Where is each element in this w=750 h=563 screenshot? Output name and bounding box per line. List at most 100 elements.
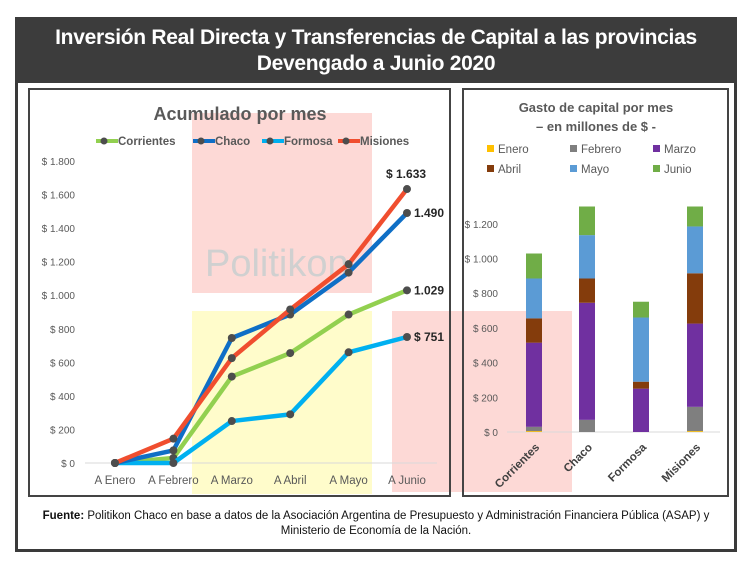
y-tick-label: $ 600: [50, 358, 75, 369]
title-line-2: Devengado a Junio 2020: [256, 52, 496, 75]
x-tick-label: A Junio: [388, 475, 426, 487]
data-point: [344, 310, 353, 319]
data-point: [169, 459, 178, 467]
legend-swatch-junio: [653, 165, 660, 172]
legend-marker: [342, 137, 350, 145]
x-tick-label: A Mayo: [329, 475, 367, 487]
y-tick-label: $ 1.400: [42, 224, 76, 235]
legend-label: Abril: [498, 164, 521, 176]
bar-segment-mayo: [687, 226, 703, 274]
bar-segment-abril: [633, 381, 649, 389]
bar-segment-febrero: [687, 406, 703, 432]
legend-label: Febrero: [581, 144, 621, 156]
data-point: [286, 349, 295, 358]
data-point: [227, 334, 236, 343]
data-label: 1.029: [414, 283, 444, 297]
x-tick-label: Misiones: [660, 442, 703, 485]
x-tick-label: Corrientes: [493, 442, 542, 491]
data-point: [286, 305, 295, 314]
data-point: [344, 268, 353, 277]
title-band: Inversión Real Directa y Transferencias …: [15, 17, 737, 83]
bar-segment-febrero: [526, 426, 542, 432]
legend-marker: [266, 137, 274, 145]
bar-segment-junio: [633, 301, 649, 318]
legend-swatch-marzo: [653, 145, 660, 152]
data-point: [344, 348, 353, 357]
legend-label: Formosa: [284, 136, 333, 148]
bar-segment-marzo: [633, 388, 649, 432]
series-line-formosa: [115, 334, 408, 466]
line-chart-title: Acumulado por mes: [153, 104, 326, 124]
x-tick-label: A Abril: [274, 475, 307, 487]
data-point: [227, 417, 236, 426]
y-tick-label: $ 0: [61, 459, 75, 470]
y-tick-label: $ 1.600: [42, 191, 76, 202]
y-tick-label: $ 800: [473, 289, 498, 300]
bar-segment-junio: [526, 253, 542, 279]
bar-segment-abril: [579, 278, 595, 303]
data-point: [227, 372, 236, 381]
bar-segment-febrero: [579, 419, 595, 432]
data-point: [403, 332, 411, 341]
legend-label: Chaco: [215, 136, 250, 148]
legend-marker: [100, 137, 108, 145]
data-point: [227, 354, 236, 363]
x-tick-label: Formosa: [606, 441, 649, 484]
bar-chart-title: Gasto de capital por mes: [519, 100, 674, 115]
data-point: [403, 286, 411, 295]
data-point: [169, 446, 178, 455]
y-tick-label: $ 400: [50, 392, 75, 403]
bar-segment-mayo: [526, 278, 542, 319]
title-line-1: Inversión Real Directa y Transferencias …: [55, 26, 697, 49]
legend-swatch-febrero: [570, 145, 577, 152]
x-tick-label: A Marzo: [211, 475, 253, 487]
legend-swatch-mayo: [570, 165, 577, 172]
series-line-corrientes: [114, 288, 408, 466]
legend-label: Misiones: [360, 136, 409, 148]
source-note: Fuente: Politikon Chaco en base a datos …: [30, 509, 722, 539]
data-point: [403, 209, 411, 218]
series-line-chaco: [114, 211, 409, 466]
x-tick-label: A Enero: [95, 475, 136, 487]
bar-segment-junio: [687, 206, 703, 227]
legend-label: Junio: [664, 164, 692, 176]
bar-chart-panel: [462, 88, 729, 497]
data-label: $ 751: [414, 330, 444, 344]
source-text: Politikon Chaco en base a datos de la As…: [87, 510, 710, 537]
line-chart-panel: [28, 88, 451, 497]
legend-label: Mayo: [581, 164, 609, 176]
y-tick-label: $ 0: [484, 428, 498, 439]
bar-segment-marzo: [526, 342, 542, 427]
bar-segment-mayo: [579, 235, 595, 279]
y-tick-label: $ 200: [50, 425, 75, 436]
data-point: [169, 434, 178, 443]
legend-label: Enero: [498, 144, 529, 156]
bar-segment-enero: [687, 431, 703, 432]
y-tick-label: $ 1.200: [42, 258, 76, 269]
bar-segment-junio: [579, 206, 595, 236]
source-label: Fuente:: [42, 510, 85, 522]
data-point: [403, 185, 411, 194]
legend-swatch-abril: [487, 165, 494, 172]
data-point: [286, 410, 295, 419]
bar-segment-marzo: [687, 323, 703, 407]
legend-label: Marzo: [664, 144, 696, 156]
bar-segment-abril: [687, 273, 703, 324]
legend-marker: [197, 137, 205, 145]
watermark-text: Politikon: [205, 243, 349, 285]
bar-segment-abril: [526, 318, 542, 343]
y-tick-label: $ 1.000: [465, 255, 499, 266]
y-tick-label: $ 800: [50, 325, 75, 336]
data-point: [344, 260, 353, 269]
series-line-misiones: [114, 187, 409, 466]
bar-segment-marzo: [579, 302, 595, 420]
y-tick-label: $ 400: [473, 359, 498, 370]
y-tick-label: $ 1.000: [42, 291, 76, 302]
x-tick-label: Chaco: [562, 442, 595, 475]
x-tick-label: A Febrero: [148, 475, 199, 487]
y-tick-label: $ 1.800: [42, 157, 76, 168]
data-label: $ 1.633: [386, 167, 426, 181]
legend-label: Corrientes: [118, 136, 176, 148]
bar-segment-enero: [526, 431, 542, 432]
